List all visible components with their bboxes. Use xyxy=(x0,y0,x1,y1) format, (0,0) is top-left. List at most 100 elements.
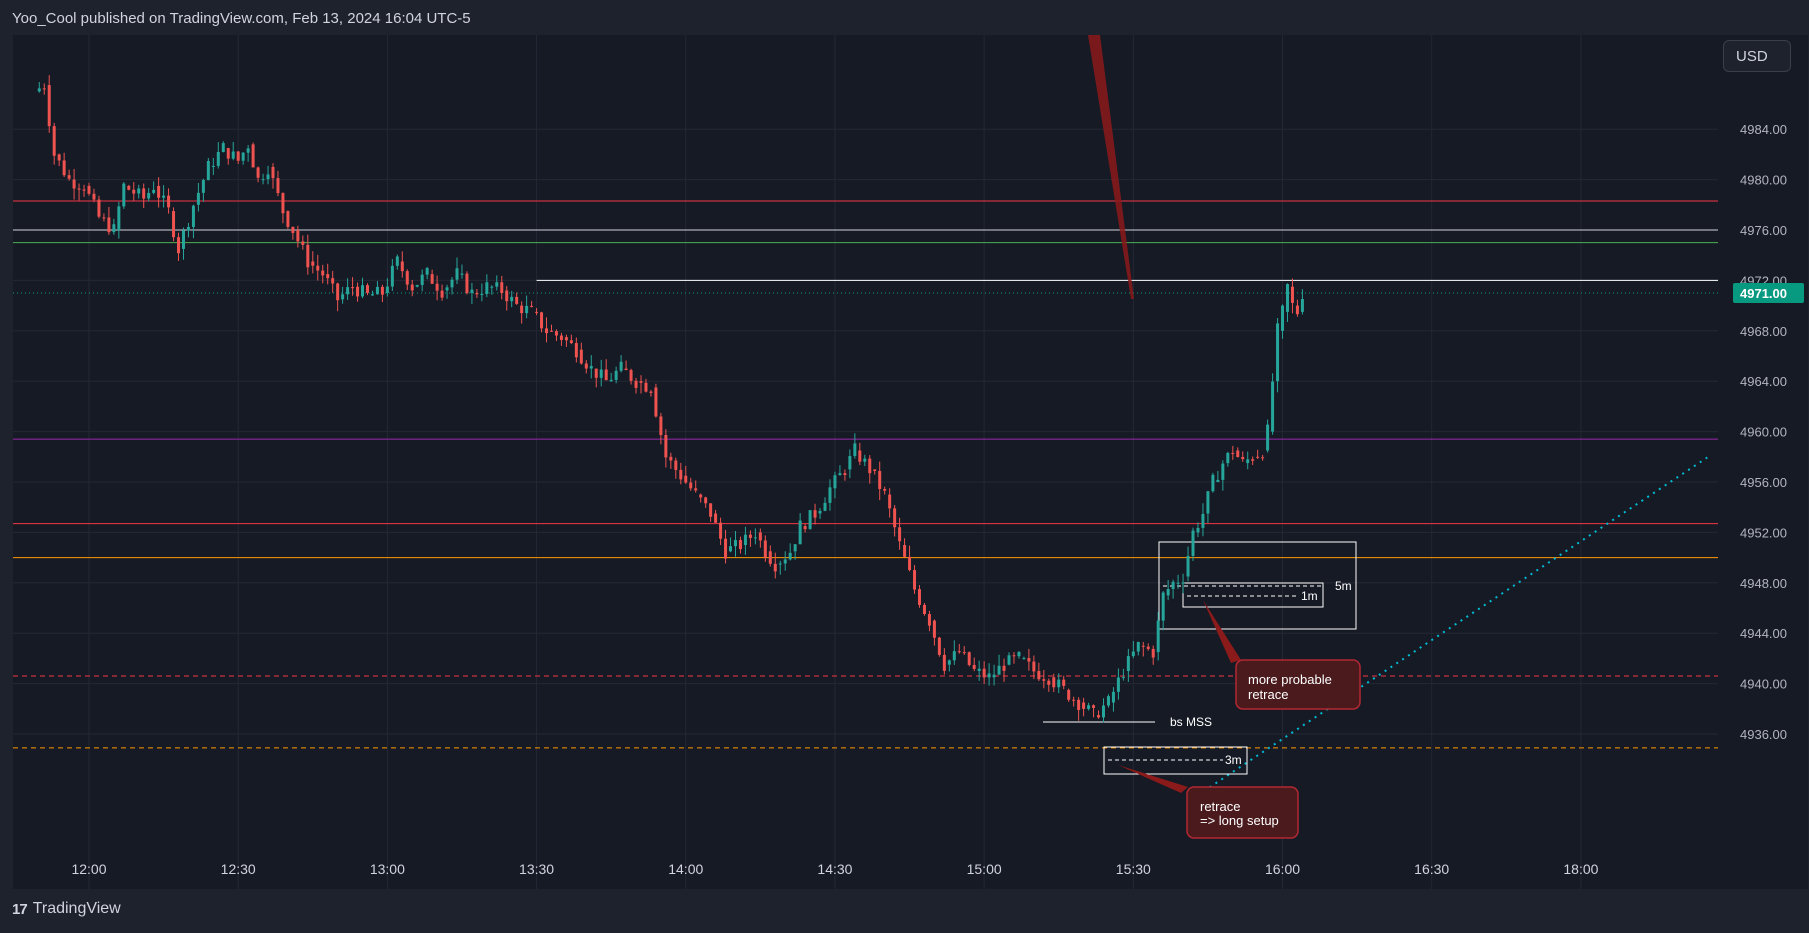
box-5m xyxy=(1158,541,1357,630)
candle-body xyxy=(952,651,956,661)
candle-body xyxy=(1221,463,1225,480)
candle-body xyxy=(37,88,41,92)
candle-body xyxy=(903,545,907,557)
candle-body xyxy=(1246,459,1250,464)
candle-body xyxy=(684,475,688,483)
candle-body xyxy=(1067,689,1071,700)
time-tick-label: 16:30 xyxy=(1414,861,1449,877)
candle-body xyxy=(763,540,767,558)
candle-body xyxy=(67,175,71,179)
time-tick-label: 13:30 xyxy=(519,861,554,877)
candle-body xyxy=(102,217,106,219)
candle-body xyxy=(221,143,225,152)
candle-body xyxy=(1241,456,1245,460)
candle-body xyxy=(390,265,394,287)
candle-body xyxy=(719,522,723,539)
candle-body xyxy=(77,188,81,190)
candle-body xyxy=(878,470,882,490)
candle-body xyxy=(226,148,230,159)
plot-background xyxy=(13,35,1808,889)
candle-body xyxy=(873,469,877,471)
candle-body xyxy=(908,556,912,571)
candle-body xyxy=(559,335,563,340)
candle-body xyxy=(72,179,76,189)
candle-body xyxy=(261,179,265,181)
candle-body xyxy=(211,165,215,167)
label-bs-mss: bs MSS xyxy=(1170,715,1212,729)
candle-body xyxy=(535,311,539,313)
candle-body xyxy=(992,674,996,678)
candle-body xyxy=(470,289,474,293)
candle-body xyxy=(296,230,300,242)
candle-body xyxy=(579,349,583,364)
callout-box-retrace xyxy=(1186,786,1299,839)
candle-body xyxy=(589,366,593,369)
candle-body xyxy=(1012,655,1016,657)
candle-body xyxy=(206,161,210,181)
candle-body xyxy=(520,305,524,314)
candle-body xyxy=(266,174,270,180)
candle-body xyxy=(997,665,1001,675)
candle-body xyxy=(1141,645,1145,647)
candle-body xyxy=(465,273,469,293)
candle-body xyxy=(913,570,917,590)
candle-body xyxy=(848,456,852,470)
candle-body xyxy=(1281,305,1285,331)
candle-body xyxy=(122,183,126,207)
candle-body xyxy=(480,293,484,295)
candle-body xyxy=(321,270,325,276)
candle-body xyxy=(440,290,444,298)
candle-body xyxy=(1077,699,1081,711)
candle-body xyxy=(947,660,951,665)
price-tick-label: 4968.00 xyxy=(1740,324,1787,339)
candle-body xyxy=(346,287,350,295)
candle-body xyxy=(977,668,981,671)
candle-body xyxy=(957,651,961,653)
callout-more-probable-line1: more probable xyxy=(1248,672,1332,687)
candle-body xyxy=(674,460,678,470)
candle-body xyxy=(733,540,737,547)
candle-body xyxy=(1211,474,1215,492)
candle-body xyxy=(1116,677,1120,692)
candle-body xyxy=(1191,530,1195,556)
candle-body xyxy=(1111,691,1115,703)
candle-body xyxy=(704,497,708,504)
candle-body xyxy=(181,230,185,249)
time-axis[interactable]: 12:00 12:30 13:00 13:30 14:00 14:30 15:00 15:30… xyxy=(71,861,1598,877)
time-tick-label: 18:00 xyxy=(1563,861,1598,877)
candle-body xyxy=(724,538,728,559)
candle-body xyxy=(177,237,181,254)
candle-body xyxy=(1206,491,1210,514)
candle-body xyxy=(331,278,335,284)
candle-body xyxy=(52,126,56,156)
candle-body xyxy=(157,185,161,198)
price-axis[interactable]: 4936.00 4940.00 4944.00 4948.00 4952.00 4956.… xyxy=(1718,35,1808,889)
candle-body xyxy=(778,563,782,565)
candle-body xyxy=(1300,299,1304,312)
candle-body xyxy=(709,503,713,517)
candle-body xyxy=(574,343,578,358)
candle-body xyxy=(385,286,389,293)
footer-brand: TradingView xyxy=(32,900,121,917)
candle-body xyxy=(1231,452,1235,454)
candle-body xyxy=(758,532,762,541)
chart-area[interactable]: bs MSS 3m 5m 1m more probable retrace retrace =… xyxy=(13,35,1808,889)
currency-button[interactable]: USD xyxy=(1723,40,1791,72)
candle-body xyxy=(828,487,832,503)
candle-body xyxy=(291,226,295,233)
candle-body xyxy=(361,285,365,297)
candle-body xyxy=(1022,658,1026,660)
candle-body xyxy=(1002,665,1006,671)
candle-body xyxy=(962,652,966,654)
candle-body xyxy=(1295,305,1299,315)
candle-body xyxy=(783,559,787,564)
price-tick-label: 4980.00 xyxy=(1740,173,1787,188)
candle-body xyxy=(1062,679,1066,686)
price-axis-bg xyxy=(1718,35,1808,889)
footer: 17 TradingView xyxy=(12,900,121,918)
candle-body xyxy=(306,244,310,268)
candle-body xyxy=(191,205,195,227)
trend-wedge xyxy=(1088,35,1134,299)
candle-body xyxy=(942,654,946,671)
